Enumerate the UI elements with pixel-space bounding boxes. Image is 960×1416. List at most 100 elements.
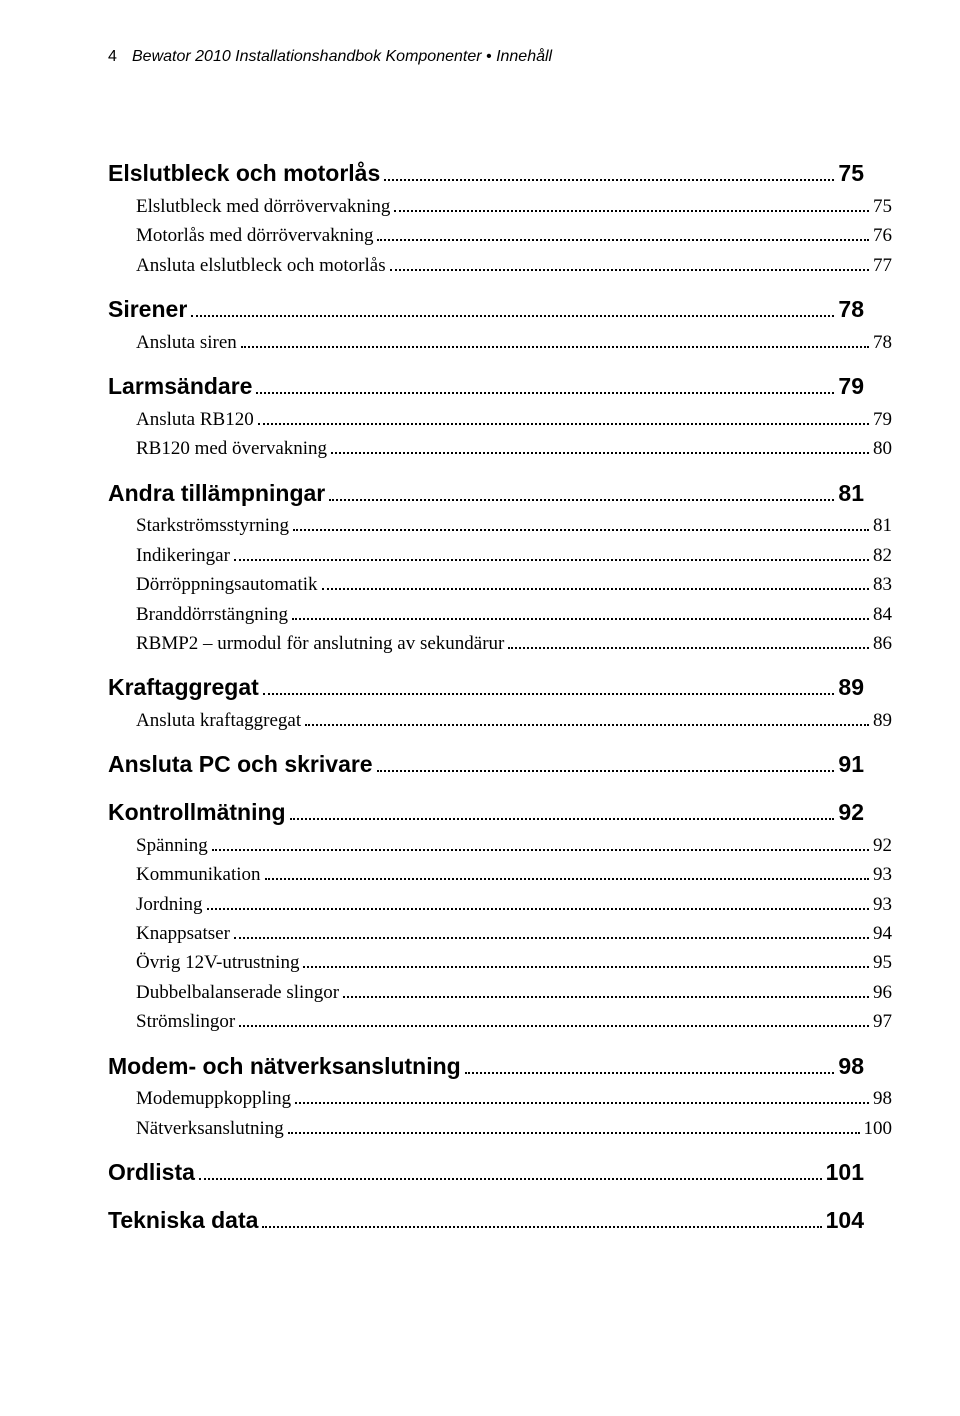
toc-label: Knappsatser <box>136 919 230 948</box>
toc-label: RB120 med övervakning <box>136 434 327 463</box>
toc-page-number: 94 <box>873 919 892 948</box>
toc-page-number: 86 <box>873 629 892 658</box>
toc-label: Kontrollmätning <box>108 795 286 831</box>
toc-page-number: 75 <box>838 156 864 192</box>
toc-label: Tekniska data <box>108 1203 258 1239</box>
toc-leader-dots <box>290 802 835 820</box>
toc-entry: Ansluta elslutbleck och motorlås77 <box>108 251 892 280</box>
toc-entry: Modem- och nätverksanslutning 98 <box>108 1049 864 1085</box>
toc-page-number: 97 <box>873 1007 892 1036</box>
toc-label: Andra tillämpningar <box>108 476 325 512</box>
toc-entry: Larmsändare 79 <box>108 369 864 405</box>
toc-entry: Indikeringar82 <box>108 541 892 570</box>
toc-entry: Elslutbleck och motorlås 75 <box>108 156 864 192</box>
toc-leader-dots <box>331 439 869 454</box>
toc-leader-dots <box>343 983 869 998</box>
toc-page-number: 96 <box>873 978 892 1007</box>
toc-label: Elslutbleck och motorlås <box>108 156 380 192</box>
toc-leader-dots <box>191 299 834 317</box>
page-number: 4 <box>108 48 132 66</box>
toc-label: Modemuppkoppling <box>136 1084 291 1113</box>
header-title: Bewator 2010 Installationshandbok Kompon… <box>132 48 552 66</box>
toc-leader-dots <box>262 1210 821 1228</box>
toc-page-number: 81 <box>873 511 892 540</box>
toc-leader-dots <box>508 634 869 649</box>
toc-page-number: 78 <box>873 328 892 357</box>
toc-leader-dots <box>234 545 869 560</box>
toc-leader-dots <box>329 482 834 500</box>
toc-page-number: 83 <box>873 570 892 599</box>
toc-leader-dots <box>322 575 869 590</box>
toc-label: Elslutbleck med dörrövervakning <box>136 192 390 221</box>
toc-leader-dots <box>390 255 869 270</box>
toc-label: Strömslingor <box>136 1007 235 1036</box>
toc-entry: Ansluta kraftaggregat 89 <box>108 706 892 735</box>
toc-page-number: 80 <box>873 434 892 463</box>
toc-page-number: 93 <box>873 890 892 919</box>
toc-entry: Andra tillämpningar 81 <box>108 476 864 512</box>
toc-leader-dots <box>199 1162 822 1180</box>
toc-entry: Ansluta PC och skrivare 91 <box>108 747 864 783</box>
toc-leader-dots <box>288 1119 860 1134</box>
toc-label: Ansluta siren <box>136 328 237 357</box>
toc-page-number: 98 <box>838 1049 864 1085</box>
toc-label: Ansluta RB120 <box>136 405 254 434</box>
toc-entry: Tekniska data 104 <box>108 1203 864 1239</box>
toc-entry: Branddörrstängning 84 <box>108 600 892 629</box>
toc-leader-dots <box>303 953 869 968</box>
toc-leader-dots <box>384 163 834 181</box>
toc-entry: Övrig 12V-utrustning95 <box>108 948 892 977</box>
toc-label: Motorlås med dörrövervakning <box>136 221 373 250</box>
toc-entry: Elslutbleck med dörrövervakning 75 <box>108 192 892 221</box>
table-of-contents: Elslutbleck och motorlås 75 Elslutbleck me… <box>108 156 864 1239</box>
toc-page-number: 91 <box>838 747 864 783</box>
toc-label: Ordlista <box>108 1155 195 1191</box>
toc-leader-dots <box>241 332 869 347</box>
toc-label: Spänning <box>136 831 208 860</box>
toc-page-number: 77 <box>873 251 892 280</box>
toc-entry: Nätverksanslutning 100 <box>108 1114 892 1143</box>
toc-leader-dots <box>212 835 869 850</box>
toc-page-number: 89 <box>873 706 892 735</box>
toc-entry: Dubbelbalanserade slingor 96 <box>108 978 892 1007</box>
toc-label: Ansluta PC och skrivare <box>108 747 373 783</box>
toc-entry: Starkströmsstyrning81 <box>108 511 892 540</box>
page: 4 Bewator 2010 Installationshandbok Komp… <box>0 0 960 1416</box>
toc-leader-dots <box>292 604 869 619</box>
toc-page-number: 75 <box>873 192 892 221</box>
toc-page-number: 104 <box>826 1203 864 1239</box>
toc-leader-dots <box>239 1012 869 1027</box>
toc-label: Ansluta kraftaggregat <box>136 706 301 735</box>
toc-entry: Kontrollmätning92 <box>108 795 864 831</box>
toc-entry: Spänning92 <box>108 831 892 860</box>
toc-entry: Sirener78 <box>108 292 864 328</box>
toc-label: Nätverksanslutning <box>136 1114 284 1143</box>
toc-page-number: 100 <box>864 1114 893 1143</box>
toc-page-number: 98 <box>873 1084 892 1113</box>
toc-entry: Ansluta siren 78 <box>108 328 892 357</box>
toc-leader-dots <box>234 924 869 939</box>
toc-leader-dots <box>256 376 834 394</box>
toc-page-number: 76 <box>873 221 892 250</box>
toc-page-number: 93 <box>873 860 892 889</box>
toc-leader-dots <box>305 711 869 726</box>
toc-leader-dots <box>265 865 869 880</box>
toc-leader-dots <box>293 516 869 531</box>
toc-leader-dots <box>263 677 835 695</box>
toc-entry: RBMP2 – urmodul för anslutning av sekund… <box>108 629 892 658</box>
toc-label: RBMP2 – urmodul för anslutning av sekund… <box>136 629 504 658</box>
toc-page-number: 79 <box>838 369 864 405</box>
toc-page-number: 84 <box>873 600 892 629</box>
toc-leader-dots <box>207 894 870 909</box>
toc-label: Dubbelbalanserade slingor <box>136 978 339 1007</box>
page-header: 4 Bewator 2010 Installationshandbok Komp… <box>108 48 864 66</box>
toc-leader-dots <box>295 1089 869 1104</box>
toc-label: Kommunikation <box>136 860 261 889</box>
toc-label: Modem- och nätverksanslutning <box>108 1049 461 1085</box>
toc-label: Larmsändare <box>108 369 252 405</box>
toc-leader-dots <box>258 409 869 424</box>
toc-entry: Dörröppningsautomatik83 <box>108 570 892 599</box>
toc-page-number: 81 <box>838 476 864 512</box>
toc-entry: Motorlås med dörrövervakning 76 <box>108 221 892 250</box>
toc-label: Branddörrstängning <box>136 600 288 629</box>
